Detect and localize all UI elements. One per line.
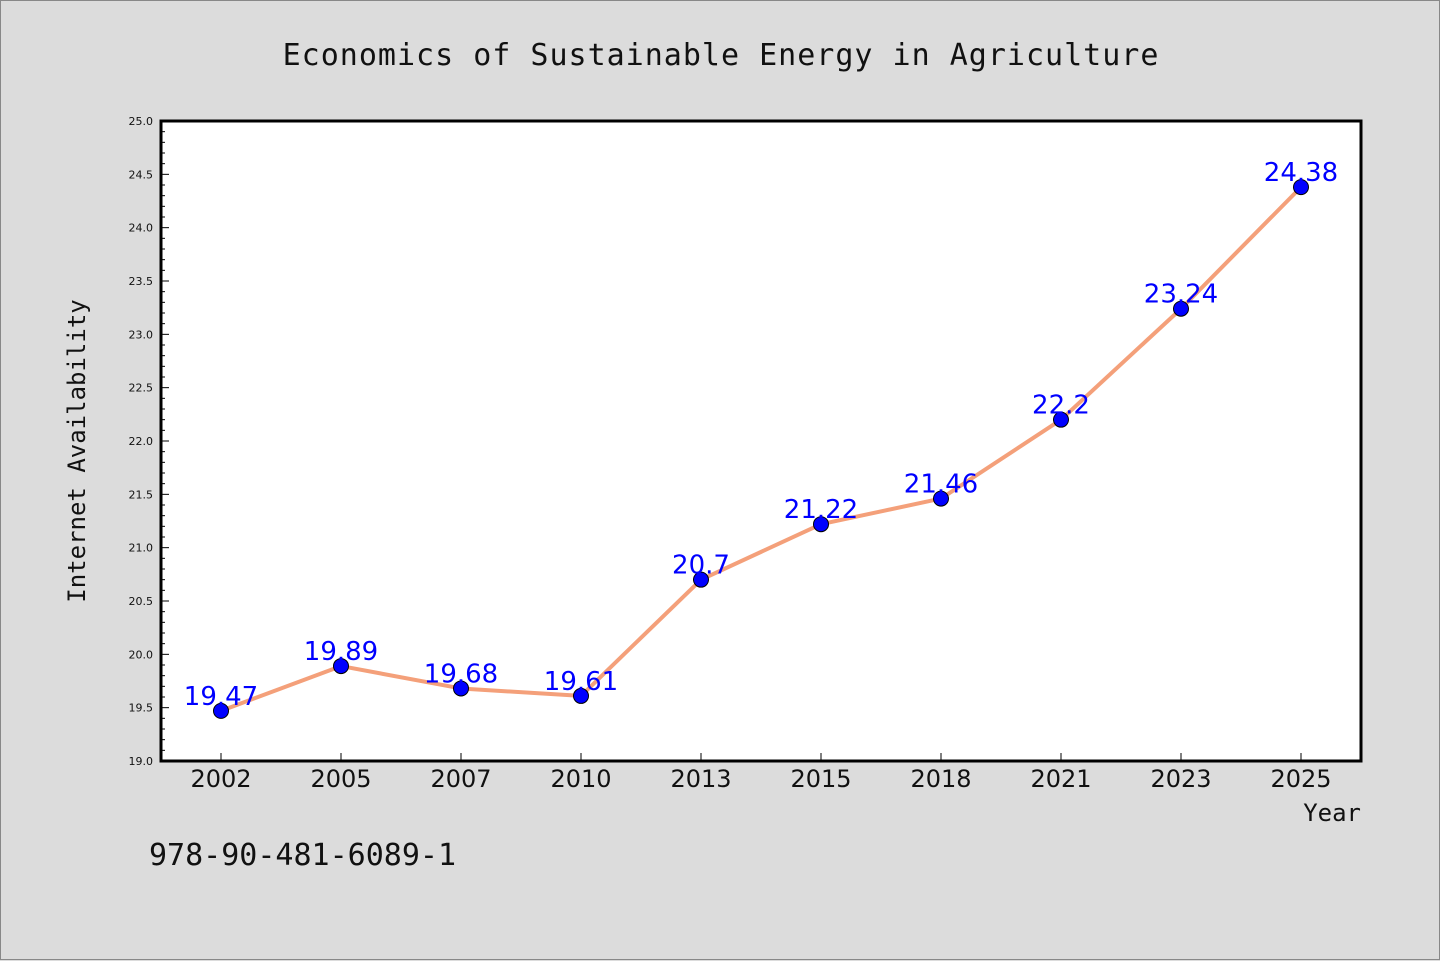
y-tick-label: 25.0 xyxy=(129,115,154,128)
x-tick-label: 2021 xyxy=(1030,765,1091,793)
x-tick-label: 2025 xyxy=(1270,765,1331,793)
y-tick-label: 22.0 xyxy=(129,435,154,448)
y-axis-label: Internet Availability xyxy=(63,299,91,602)
y-tick-label: 20.5 xyxy=(129,595,154,608)
data-label: 22.2 xyxy=(1032,391,1090,421)
data-label: 20.7 xyxy=(672,551,730,581)
data-label: 21.22 xyxy=(784,495,858,525)
plot-area xyxy=(159,119,1363,763)
data-label: 24.38 xyxy=(1264,158,1338,188)
data-label: 19.47 xyxy=(184,682,258,712)
data-label: 19.89 xyxy=(304,637,378,667)
x-axis-label: Year xyxy=(1303,799,1361,827)
isbn-footer: 978-90-481-6089-1 xyxy=(149,838,456,873)
y-tick-label: 19.5 xyxy=(129,702,154,715)
data-point xyxy=(813,516,829,533)
data-point xyxy=(693,571,709,588)
chart-title: Economics of Sustainable Energy in Agric… xyxy=(283,38,1160,73)
x-tick-label: 2013 xyxy=(670,765,731,793)
data-label: 21.46 xyxy=(904,470,978,500)
y-tick-label: 21.5 xyxy=(129,488,154,501)
data-labels: 19.47 19.89 19.68 19.61 20.7 21.22 21.46 22.2 23… xyxy=(184,158,1338,712)
x-axis: 2002 2005 2007 2010 2013 2015 2018 2021 2023 2025 xyxy=(190,753,1332,793)
data-point xyxy=(333,658,349,675)
data-point xyxy=(933,490,949,507)
y-tick-label: 20.0 xyxy=(129,648,154,661)
y-tick-label: 22.5 xyxy=(129,382,154,395)
y-tick-label: 21.0 xyxy=(129,542,154,555)
y-tick-label: 23.5 xyxy=(129,275,154,288)
y-tick-label: 24.5 xyxy=(129,168,154,181)
y-tick-label: 19.0 xyxy=(129,755,154,768)
data-label: 19.68 xyxy=(424,659,498,689)
data-label: 23.24 xyxy=(1144,280,1218,310)
y-tick-label: 23.0 xyxy=(129,328,154,341)
series-polyline xyxy=(220,185,1303,713)
data-point xyxy=(1293,179,1309,196)
x-tick-label: 2023 xyxy=(1150,765,1211,793)
series-line xyxy=(213,179,1309,719)
x-tick-label: 2010 xyxy=(550,765,611,793)
x-tick-label: 2007 xyxy=(430,765,491,793)
x-tick-label: 2005 xyxy=(310,765,371,793)
y-tick-label: 24.0 xyxy=(129,222,154,235)
data-point xyxy=(1173,300,1189,317)
data-point xyxy=(213,702,229,719)
data-point xyxy=(453,680,469,697)
y-axis: 19.0 19.5 20.0 20.5 21.0 21.5 22.0 22.5 23.0 23.5… xyxy=(129,115,169,768)
data-point xyxy=(1053,411,1069,428)
x-tick-label: 2002 xyxy=(190,765,251,793)
data-point xyxy=(573,687,589,704)
x-tick-label: 2018 xyxy=(910,765,971,793)
data-label: 19.61 xyxy=(544,667,618,697)
x-tick-label: 2015 xyxy=(790,765,851,793)
